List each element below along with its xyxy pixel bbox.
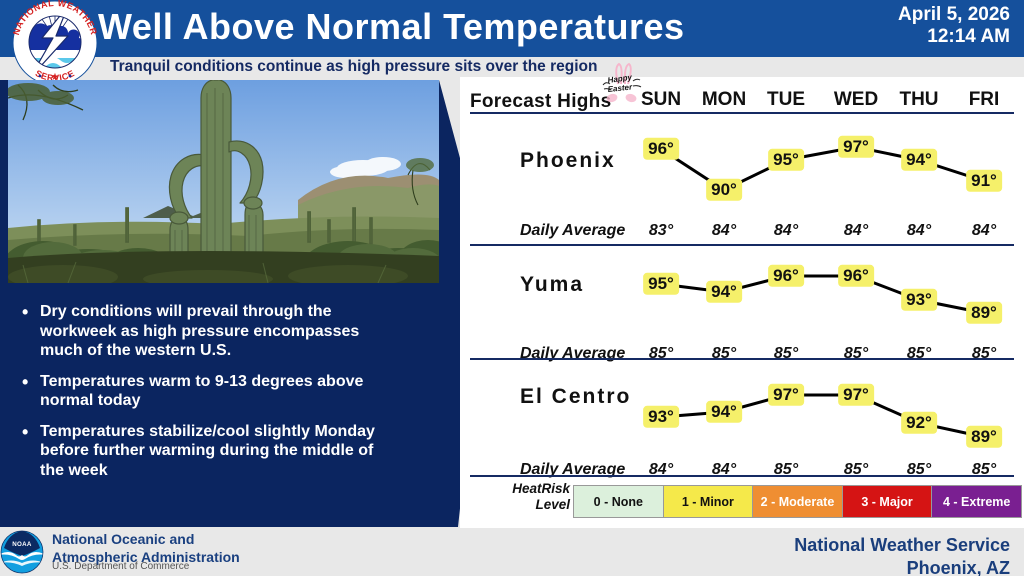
svg-text:NOAA: NOAA xyxy=(12,541,32,548)
